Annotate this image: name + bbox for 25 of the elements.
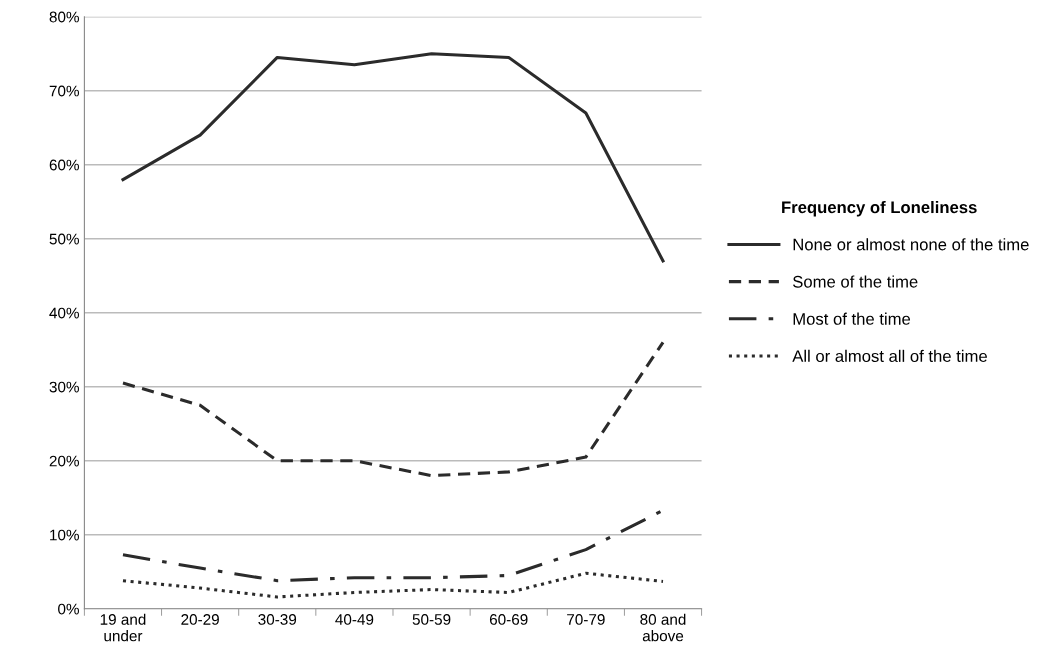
x-tick-label: 60-69 [489,614,528,625]
legend-title: Frequency of Loneliness [782,200,977,217]
x-tick-label: 30-39 [258,614,297,625]
y-tick-label: 10% [50,529,79,541]
legend-label: None or almost none of the time [793,238,1029,251]
y-tick-label: 30% [49,381,79,393]
legend-label: Most of the time [793,312,911,325]
y-tick-label: 70% [49,85,79,97]
y-tick-label: 80% [49,11,79,23]
x-tick-label: 80 and above [640,613,686,642]
x-tick-label: 50-59 [412,614,451,625]
x-tick-label: 40-49 [335,614,374,625]
y-tick-label: 0% [58,603,79,615]
y-tick-label: 50% [49,233,79,245]
x-tick-label: 20-29 [181,614,219,625]
x-tick-label: 19 and under [100,613,146,642]
y-tick-label: 20% [49,455,79,467]
y-tick-label: 60% [49,159,79,171]
line-series [121,571,665,599]
legend-label: All or almost all of the time [792,349,987,363]
legend-label: Some of the time [793,275,918,288]
line-series [121,52,665,263]
x-tick-label: 70-79 [567,614,605,625]
line-series [121,340,665,478]
y-tick-label: 40% [49,307,79,319]
